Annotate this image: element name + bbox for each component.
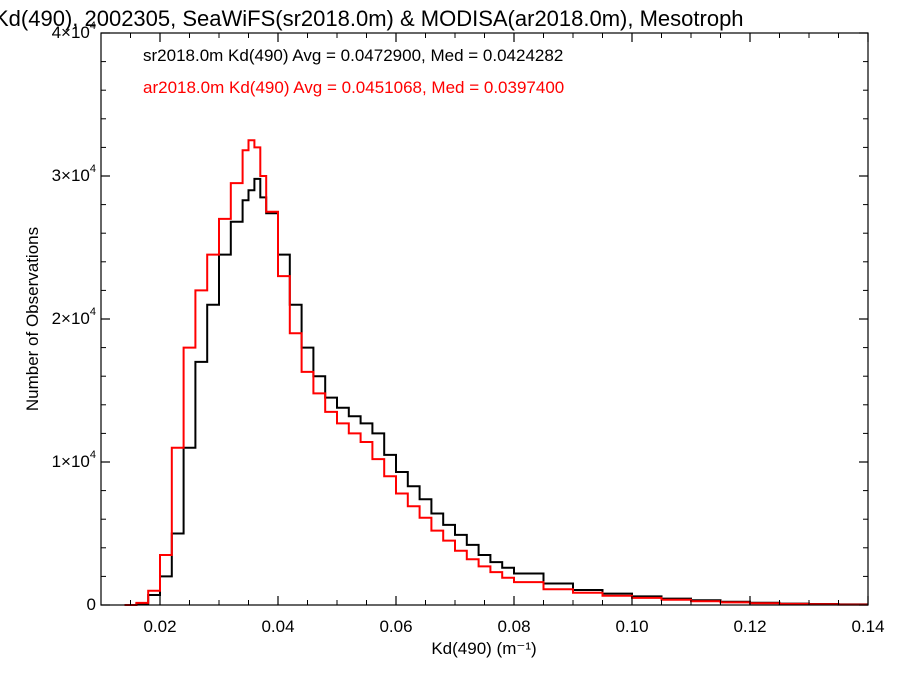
annotation-ar2018: ar2018.0m Kd(490) Avg = 0.0451068, Med =… [143,78,564,97]
y-axis-label: Number of Observations [23,227,42,411]
annotation-sr2018: sr2018.0m Kd(490) Avg = 0.0472900, Med =… [143,46,563,65]
y-tick-label: 1×104 [52,449,96,471]
plot-frame [100,32,869,606]
series-layer [124,139,868,606]
x-tick-label: 0.08 [497,617,530,636]
series-sr2018 [124,177,868,606]
x-tick-label: 0.14 [851,617,884,636]
y-tick-label: 0 [87,595,96,614]
x-tick-label: 0.12 [733,617,766,636]
x-tick-label: 0.02 [143,617,176,636]
x-tick-label: 0.06 [379,617,412,636]
x-tick-label: 0.04 [261,617,294,636]
y-tick-label: 3×104 [52,163,96,185]
ticks-layer: 0.02 0.04 0.06 0.08 0.10 0.12 0.14 0 1×104 2×104 3… [52,20,885,636]
series-ar2018 [124,139,868,606]
chart-title: Kd(490), 2002305, SeaWiFS(sr2018.0m) & M… [0,6,744,31]
y-tick-label: 2×104 [52,306,96,328]
x-axis-label: Kd(490) (m⁻¹) [431,639,536,658]
x-tick-label: 0.10 [615,617,648,636]
y-tick-label: 4×104 [52,20,96,42]
